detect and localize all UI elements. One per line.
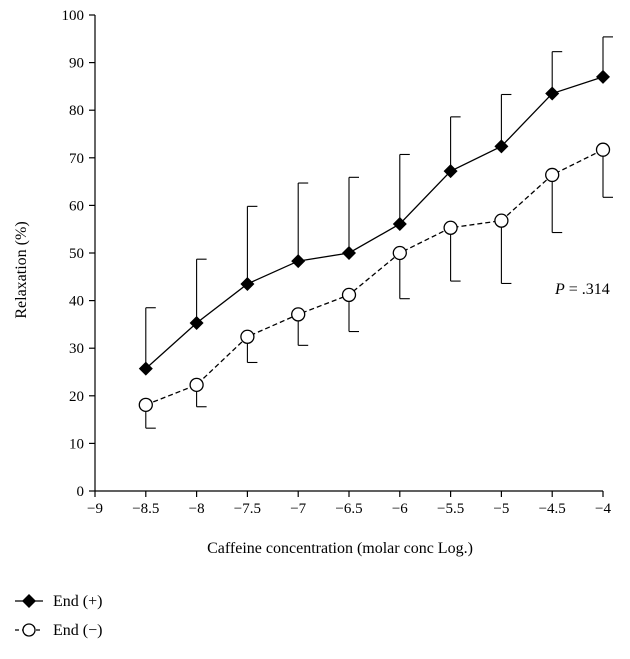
p-value-text: = .314 [565,281,610,298]
y-tick-label: 90 [69,56,84,72]
legend-label-end-minus: End (−) [53,622,102,639]
x-tick-label: −8 [189,501,205,517]
data-point [189,377,204,393]
p-value-annotation: P = .314 [554,281,610,298]
y-axis-title: Relaxation (%) [13,221,30,318]
data-point [138,397,153,412]
x-tick-label: −5.5 [437,501,464,517]
data-point [494,213,509,228]
y-tick-label: 0 [77,484,85,500]
data-point [443,164,458,179]
series-line [145,76,604,370]
x-tick-label: −5 [493,501,509,517]
legend-marker-end-plus [22,594,36,608]
data-point [189,315,204,330]
x-axis-title: Caffeine concentration (molar conc Log.) [207,540,473,557]
data-point [596,69,610,84]
data-point [545,86,560,101]
x-tick-label: −6 [392,501,408,517]
data-point [342,246,356,260]
legend-marker-end-minus [22,623,36,637]
data-point [341,287,357,303]
y-tick-label: 50 [69,246,84,262]
x-tick-label: −7.5 [234,501,261,517]
x-tick-label: −4 [595,501,611,517]
y-tick-label: 20 [69,389,84,405]
data-point [240,276,255,291]
x-tick-label: −7 [290,501,306,517]
y-tick-label: 80 [69,103,84,119]
x-tick-label: −4.5 [539,501,566,517]
axes: −9 −8.5 −8 −7.5 −7 −6.5 −6 −5.5 −5 −4.5 −4 0 10 20 30… [62,8,612,517]
y-tick-label: 10 [69,436,84,452]
y-tick-label: 30 [69,341,84,357]
data-point [291,254,306,269]
y-tick-label: 100 [62,8,85,24]
data-point [392,245,407,261]
p-value-symbol: P [554,281,565,298]
y-ticks: 0 10 20 30 40 50 60 70 80 90 100 [62,8,95,500]
data-point [392,216,407,231]
legend: End (+) End (−) [15,593,102,639]
data-point [443,220,458,235]
series-end-plus [138,36,613,376]
data-point [595,142,611,157]
x-tick-label: −9 [87,501,103,517]
series-layer [138,36,613,429]
y-tick-label: 70 [69,151,84,167]
series-end-minus [138,142,613,429]
x-tick-label: −6.5 [335,501,362,517]
data-point [545,167,560,183]
legend-label-end-plus: End (+) [53,593,102,610]
legend-entry-end-plus: End (+) [15,593,102,610]
data-point [291,307,306,322]
series-line [145,149,604,406]
data-point [138,361,153,376]
x-ticks: −9 −8.5 −8 −7.5 −7 −6.5 −6 −5.5 −5 −4.5 −4 [87,491,611,517]
data-point [240,329,255,344]
y-tick-label: 40 [69,294,84,310]
legend-entry-end-minus: End (−) [15,622,102,639]
data-point [494,139,509,154]
y-tick-label: 60 [69,198,84,214]
x-tick-label: −8.5 [132,501,159,517]
